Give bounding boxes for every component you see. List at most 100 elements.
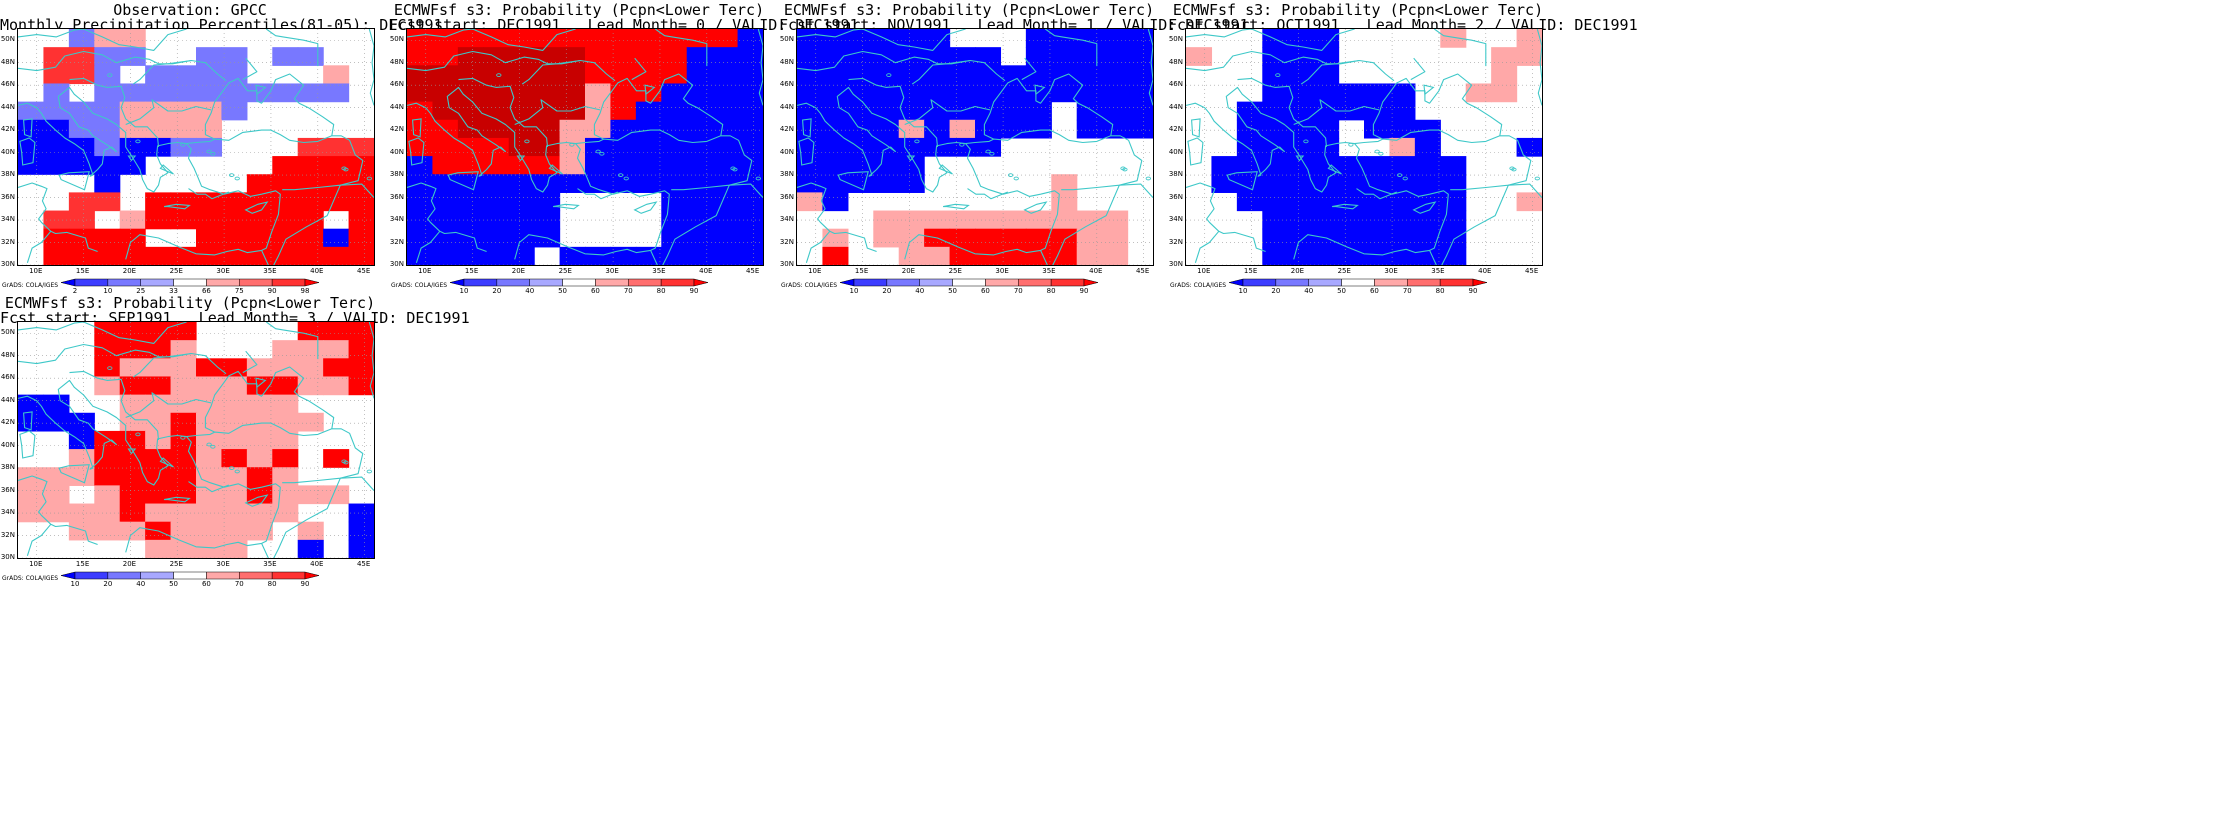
coastline bbox=[69, 370, 160, 441]
latitude-tick-label: 48N bbox=[0, 350, 15, 359]
grid-cell bbox=[508, 83, 535, 103]
coastline bbox=[631, 57, 647, 81]
island-outline bbox=[938, 164, 953, 175]
island-outline bbox=[163, 203, 191, 210]
grid-cell bbox=[1313, 137, 1340, 157]
colorbar-tick-label: 10 bbox=[849, 287, 859, 295]
grid-cell bbox=[1051, 246, 1078, 265]
grid-cell bbox=[170, 322, 197, 341]
grid-cell bbox=[1389, 137, 1416, 157]
longitude-tick-label: 10E bbox=[29, 560, 43, 568]
colorbar-swatch bbox=[660, 278, 695, 287]
grid-cell bbox=[272, 246, 299, 265]
island-outline bbox=[1187, 137, 1204, 166]
grid-cell bbox=[196, 101, 223, 121]
grid-cell bbox=[898, 119, 925, 139]
grid-cell bbox=[1414, 156, 1441, 175]
grid-cell bbox=[1516, 29, 1542, 48]
grid-cell bbox=[1262, 137, 1289, 157]
colorbar-swatch bbox=[107, 571, 141, 580]
grid-cell bbox=[797, 156, 824, 175]
grid-cell bbox=[407, 246, 434, 265]
grid-cell bbox=[508, 47, 535, 66]
longitude-tick-label: 35E bbox=[1042, 267, 1056, 275]
grid-cell bbox=[348, 358, 374, 378]
lake-outline bbox=[343, 167, 349, 172]
lake-outline bbox=[1122, 167, 1128, 172]
colorbar-swatch bbox=[74, 278, 109, 287]
panel-title-line1: ECMWFsf s3: Probability (Pcpn<Lower Terc… bbox=[4, 294, 376, 312]
grid-cell bbox=[196, 412, 223, 432]
grid-cell bbox=[145, 376, 172, 396]
colorbar-swatch bbox=[1374, 278, 1408, 287]
grid-cell bbox=[119, 156, 146, 175]
grid-cell bbox=[1102, 228, 1129, 248]
grid-cell bbox=[297, 485, 324, 505]
coastline bbox=[26, 523, 52, 556]
latitude-tick-label: 34N bbox=[0, 215, 15, 224]
grid-cell bbox=[1389, 228, 1416, 248]
grid-cell bbox=[1364, 83, 1391, 103]
grid-cell bbox=[1076, 65, 1103, 85]
grid-cell bbox=[686, 101, 713, 121]
grid-cell bbox=[873, 156, 900, 175]
grid-cell bbox=[559, 29, 586, 48]
grid-cell bbox=[508, 192, 535, 212]
grid-cell bbox=[221, 65, 248, 85]
grid-cell bbox=[1025, 228, 1052, 248]
grid-cell bbox=[822, 137, 849, 157]
grid-cell bbox=[457, 228, 484, 248]
grid-cell bbox=[1287, 156, 1314, 175]
grid-cell bbox=[170, 246, 197, 265]
grid-cell bbox=[924, 65, 951, 85]
grid-cell bbox=[873, 101, 900, 121]
grid-cell bbox=[432, 228, 459, 248]
grid-cell bbox=[822, 156, 849, 175]
longitude-tick-label: 40E bbox=[310, 267, 324, 275]
grid-cell bbox=[508, 174, 535, 193]
coastline bbox=[1429, 183, 1542, 265]
grid-cell bbox=[534, 137, 561, 157]
grid-cell bbox=[94, 174, 121, 193]
grid-cell bbox=[585, 83, 612, 103]
coastline bbox=[967, 188, 1009, 200]
grid-cell bbox=[348, 340, 374, 359]
grid-cell bbox=[1025, 47, 1052, 66]
precipitation-map bbox=[17, 28, 375, 266]
grid-cell bbox=[432, 156, 459, 175]
coastline bbox=[415, 230, 441, 263]
grid-cell bbox=[924, 83, 951, 103]
grid-cell bbox=[661, 246, 688, 265]
grid-cell bbox=[18, 101, 45, 121]
coastline bbox=[1450, 135, 1532, 191]
longitude-tick-label: 10E bbox=[418, 267, 432, 275]
grid-cell bbox=[221, 358, 248, 378]
colorbar-tick-label: 60 bbox=[201, 580, 211, 588]
coastline bbox=[407, 182, 487, 253]
grid-cell bbox=[661, 83, 688, 103]
grid-cell bbox=[323, 376, 350, 396]
grid-cell bbox=[246, 412, 273, 432]
coastline bbox=[18, 475, 98, 546]
grid-cell bbox=[196, 65, 223, 85]
coastline bbox=[514, 99, 601, 126]
colorbar bbox=[60, 571, 320, 580]
grid-cell bbox=[457, 119, 484, 139]
grid-cell bbox=[221, 485, 248, 505]
panel-title-line1: ECMWFsf s3: Probability (Pcpn<Lower Terc… bbox=[1172, 1, 1544, 19]
coastline bbox=[1300, 59, 1360, 85]
grid-cell bbox=[43, 210, 70, 230]
grid-cell bbox=[170, 358, 197, 378]
grid-cell bbox=[534, 47, 561, 66]
grid-cell bbox=[924, 101, 951, 121]
grid-cell bbox=[797, 192, 824, 212]
colorbar-swatch bbox=[463, 278, 498, 287]
longitude-tick-label: 35E bbox=[263, 267, 277, 275]
grid-cell bbox=[712, 29, 739, 48]
coastline bbox=[368, 322, 374, 399]
colorbar-tick-label: 70 bbox=[1013, 287, 1023, 295]
colorbar-swatch bbox=[562, 278, 596, 287]
island-outline bbox=[1191, 118, 1201, 138]
grid-cell bbox=[196, 119, 223, 139]
coastline bbox=[797, 50, 1006, 82]
